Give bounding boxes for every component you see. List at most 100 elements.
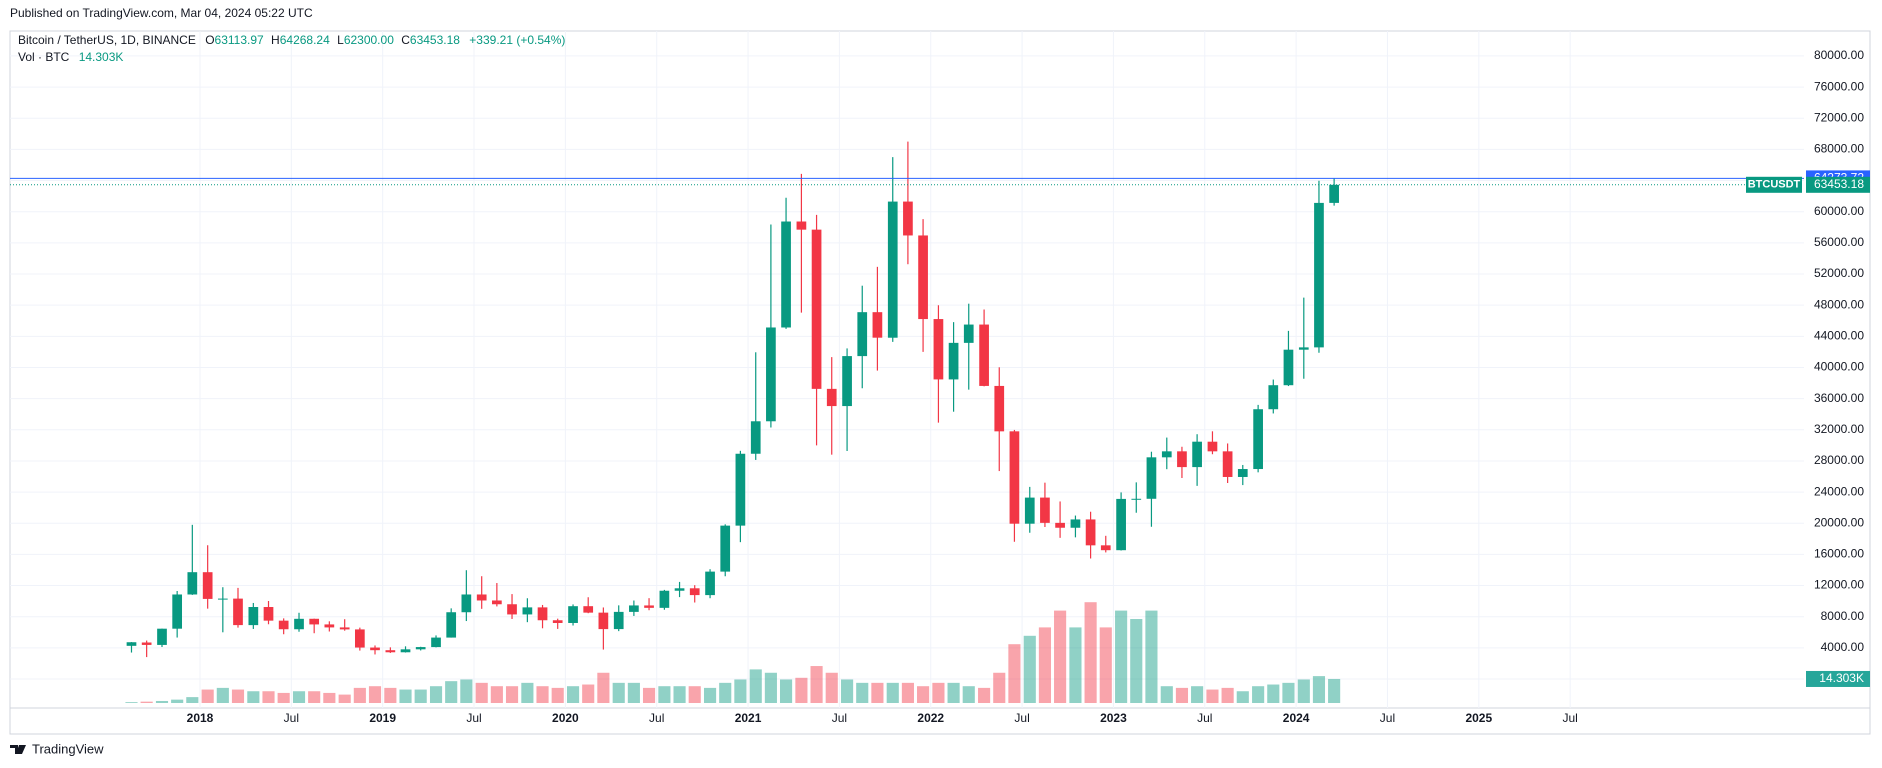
volume-bar [155,700,169,703]
candle-body [568,606,578,623]
y-tick-label: 4000.00 [1821,640,1865,654]
volume-bar [841,679,854,703]
volume-bar [1115,610,1128,703]
candle-body [1314,202,1324,348]
volume-bar [749,669,762,703]
volume-bar [277,692,290,703]
volume-bar [779,679,793,703]
candle-body [1237,469,1248,477]
candle-body [979,324,989,386]
candle-body [796,221,807,230]
volume-bar [886,682,899,703]
y-tick-label: 20000.00 [1814,515,1864,529]
volume-bar [795,677,808,703]
y-tick-label: 52000.00 [1814,266,1864,280]
x-tick-label: 2020 [552,711,579,725]
volume-bar [262,691,275,703]
volume-bar [445,681,458,703]
volume-bar [247,691,260,703]
volume-bar [1221,687,1234,703]
volume-bar [932,682,945,703]
y-tick-label: 72000.00 [1814,110,1864,124]
candle-body [278,620,289,630]
candle-body [720,525,731,572]
candle-body [1070,519,1081,528]
volume-bar [353,687,366,703]
volume-bar [1282,682,1295,703]
candle-body [1283,349,1294,386]
candle-body [1146,457,1157,499]
candle-body [263,607,274,621]
y-tick-label: 44000.00 [1814,328,1864,342]
volume-bar [612,682,625,703]
candle-body [1192,441,1202,468]
legend-value: 62300.00 [344,33,394,47]
volume-bar [1236,691,1249,703]
candle-body [1085,519,1096,546]
volume-bar [597,672,610,703]
candle-body [811,229,822,389]
volume-bar [338,694,351,703]
legend-value: 63453.18 [410,33,460,47]
volume-bar [658,686,671,703]
volume-bar [627,682,640,703]
candle-body [918,235,928,320]
published-note: Published on TradingView.com, Mar 04, 20… [10,6,313,20]
volume-bar [414,689,427,703]
volume-bar [1175,687,1189,703]
candle-body [750,421,761,454]
candle-body [446,612,457,638]
candle-body [705,571,715,596]
candle-body [781,221,791,328]
x-tick-label: Jul [1562,711,1577,725]
volume-bar [429,686,443,703]
volume-bar [1312,676,1326,703]
candle-body [1268,385,1279,410]
candle-body [461,594,472,613]
candle-body [172,594,183,629]
volume-bar [216,687,229,703]
candle-body [872,312,883,338]
candle-body [1253,409,1263,470]
volume-bar [505,686,519,703]
volume-bar [734,679,747,703]
volume-label: 14.303K [1819,671,1864,685]
candle-body [1131,498,1142,500]
candle-body [842,356,852,407]
volume-bar [978,687,991,703]
x-tick-label: 2019 [369,711,396,725]
legend-change: +339.21 (+0.54%) [469,33,565,47]
candle-body [217,598,228,600]
volume-bar [308,691,321,703]
candle-body [370,647,380,651]
volume-bar [1191,686,1204,703]
volume-bar [399,689,412,703]
x-tick-label: Jul [284,711,299,725]
volume-bar [292,691,306,703]
candle-body [583,606,594,613]
candle-body [1100,545,1111,551]
candle-body [689,588,700,596]
candle-body [339,627,350,630]
volume-pane [125,602,1341,703]
last-price-box [1806,176,1870,193]
candle-body [1024,497,1035,524]
candle-body [1222,451,1233,477]
logo-icon [10,745,26,754]
candle-body [476,594,487,601]
candle-body [887,201,898,338]
volume-bar [688,686,701,703]
candle-body [141,642,152,645]
candle-body [552,620,563,623]
x-tick-label: Jul [1380,711,1395,725]
candle-body [1177,451,1187,468]
y-tick-label: 24000.00 [1814,484,1864,498]
volume-bar [1069,627,1082,703]
candle-body [857,312,868,357]
last-price-label: 63453.18 [1814,177,1864,191]
volume-value: 14.303K [79,50,124,64]
volume-bar [171,699,184,703]
volume-bar [384,687,397,703]
